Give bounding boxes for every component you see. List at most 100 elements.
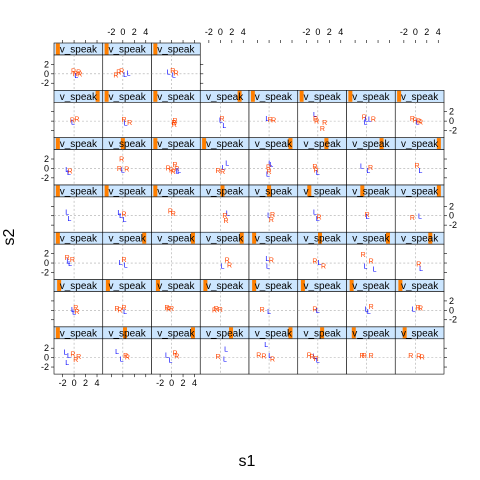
panel-frame	[200, 292, 249, 327]
point-R: R	[320, 126, 325, 133]
point-L: L	[127, 70, 131, 77]
panel-frame	[298, 292, 347, 327]
strip-label: v_speak	[60, 328, 98, 339]
panel: v_speakLLRL	[103, 185, 152, 232]
point-L: L	[67, 170, 71, 177]
x-tick-label: 2	[132, 27, 137, 37]
x-axis-title: s1	[239, 453, 256, 470]
panel: v_speak RLR	[103, 90, 152, 137]
panel: v_speakR RRRR LL	[152, 138, 201, 185]
y-tick-label: -2	[41, 267, 49, 277]
panel: v_speakLLL RRR	[54, 327, 103, 374]
strip-label: v_speak	[255, 92, 293, 103]
panel-frame	[249, 292, 298, 327]
panel-frame	[298, 339, 347, 374]
strip-label: v_speak	[255, 186, 293, 197]
strip-label: v_speak	[109, 92, 147, 103]
panel-frame	[298, 197, 347, 232]
panel-frame	[298, 244, 347, 279]
panel: v_speakRRR	[152, 280, 201, 327]
strip-label: v_speak	[109, 234, 147, 245]
panel-frame	[152, 292, 201, 327]
x-tick-label: 0	[218, 27, 223, 37]
strip-label: v_speak	[255, 139, 293, 150]
point-R: R	[368, 165, 373, 172]
point-R: R	[125, 355, 130, 362]
point-R: R	[322, 120, 327, 127]
strip-label: v_speak	[109, 281, 147, 292]
x-tick-label: -2	[107, 27, 115, 37]
strip-label: v_speak	[304, 186, 342, 197]
panel: v_speakRRR	[152, 90, 201, 137]
y-tick-label: -2	[41, 173, 49, 183]
panel: v_speak LRL	[103, 232, 152, 279]
panel: v_speak RL	[395, 232, 444, 279]
strip-label: v_speak	[401, 281, 439, 292]
panel: v_speakL RLR	[152, 43, 201, 90]
strip-label: v_speak	[60, 234, 98, 245]
point-R: R	[271, 118, 276, 125]
point-R: R	[119, 157, 124, 164]
strip-label: v_speak	[60, 281, 98, 292]
point-R: R	[169, 306, 174, 313]
panel: v_speak RLR	[54, 90, 103, 137]
point-L: L	[419, 168, 423, 175]
panel: v_speak LRL	[298, 185, 347, 232]
panel: v_speakLRRRR	[298, 90, 347, 137]
panel: v_speakRRLRR	[54, 43, 103, 90]
panel: v_speak RL	[395, 138, 444, 185]
panel: v_speak LLR	[347, 280, 396, 327]
panel: v_speak	[152, 232, 201, 279]
x-tick-label: 4	[95, 378, 100, 388]
x-tick-label: 4	[241, 27, 246, 37]
point-L: L	[360, 164, 364, 171]
strip-label: v_speak	[157, 328, 195, 339]
panel: v_speak RL	[298, 280, 347, 327]
strip-label: v_speak	[157, 45, 195, 56]
point-L: L	[224, 347, 228, 354]
panel: v_speak LRL	[54, 138, 103, 185]
x-tick-label: 0	[120, 27, 125, 37]
strip-label: v_speak	[352, 139, 390, 150]
panel-frame	[54, 150, 103, 185]
point-R: R	[220, 169, 225, 176]
panel: v_speakRLLR	[54, 232, 103, 279]
point-L: L	[223, 357, 227, 364]
strip-label: v_speak	[255, 234, 293, 245]
point-R: R	[418, 120, 423, 127]
panel-frame	[103, 197, 152, 232]
strip-label: v_speak	[60, 92, 98, 103]
point-L: L	[267, 309, 271, 316]
strip-label: v_speak	[352, 234, 390, 245]
x-tick-label: 2	[181, 378, 186, 388]
point-R: R	[410, 215, 415, 222]
strip-label: v_speak	[206, 186, 244, 197]
panel: v_speak RL	[347, 185, 396, 232]
panel: v_speakLRR	[200, 232, 249, 279]
strip-label: v_speak	[401, 234, 439, 245]
panel: v_speakRRLR	[103, 280, 152, 327]
point-R: R	[224, 218, 229, 225]
panel-frame	[298, 150, 347, 185]
point-R: R	[361, 252, 366, 259]
x-tick-label: 2	[424, 27, 429, 37]
point-R: R	[362, 353, 367, 360]
panel-frame	[54, 244, 103, 279]
x-tick-label: -2	[156, 378, 164, 388]
strip-label: v_speak	[304, 328, 342, 339]
y-tick-label: -2	[449, 315, 457, 325]
x-tick-label: 2	[83, 378, 88, 388]
strip-label: v_speak	[255, 281, 293, 292]
strip-label: v_speak	[157, 186, 195, 197]
point-R: R	[369, 353, 374, 360]
strip-label: v_speak	[352, 92, 390, 103]
strip-label: v_speak	[401, 186, 439, 197]
point-L: L	[418, 214, 422, 221]
panel: v_speakRRRL L	[103, 43, 152, 90]
x-tick-label: -2	[205, 27, 213, 37]
point-L: L	[123, 217, 127, 224]
